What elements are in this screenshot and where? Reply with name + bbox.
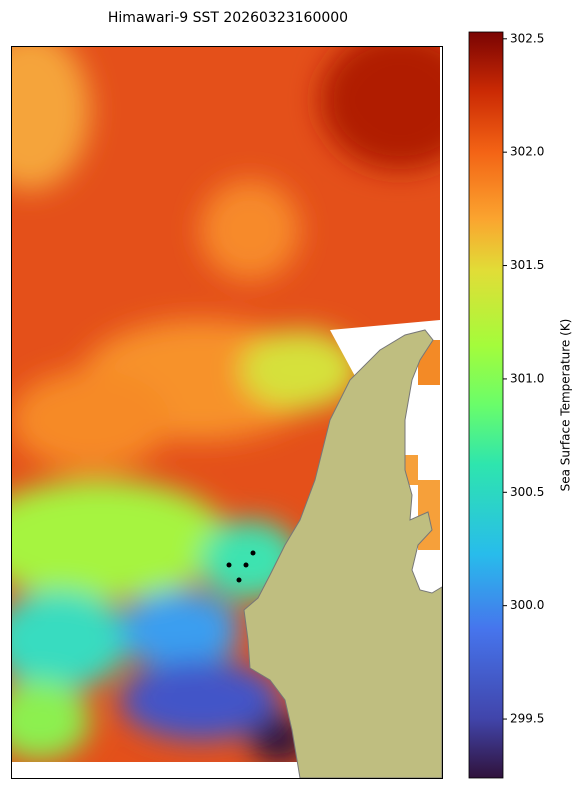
colorbar-tick-label: 301.0 xyxy=(510,371,544,385)
chart-title: Himawari-9 SST 20260323160000 xyxy=(108,10,348,26)
map-frame xyxy=(11,46,443,779)
land xyxy=(243,329,443,779)
colorbar-tick-label: 302.0 xyxy=(510,145,544,159)
colorbar-tick-label: 301.5 xyxy=(510,258,544,272)
colorbar-tick-label: 299.5 xyxy=(510,712,544,726)
stations xyxy=(226,550,256,583)
colorbar xyxy=(468,31,504,779)
colorbar-tick-label: 300.0 xyxy=(510,598,544,612)
colorbar-tick-label: 302.5 xyxy=(510,31,544,45)
colorbar-tick-label: 300.5 xyxy=(510,485,544,499)
colorbar-label: Sea Surface Temperature (K) xyxy=(559,319,573,492)
